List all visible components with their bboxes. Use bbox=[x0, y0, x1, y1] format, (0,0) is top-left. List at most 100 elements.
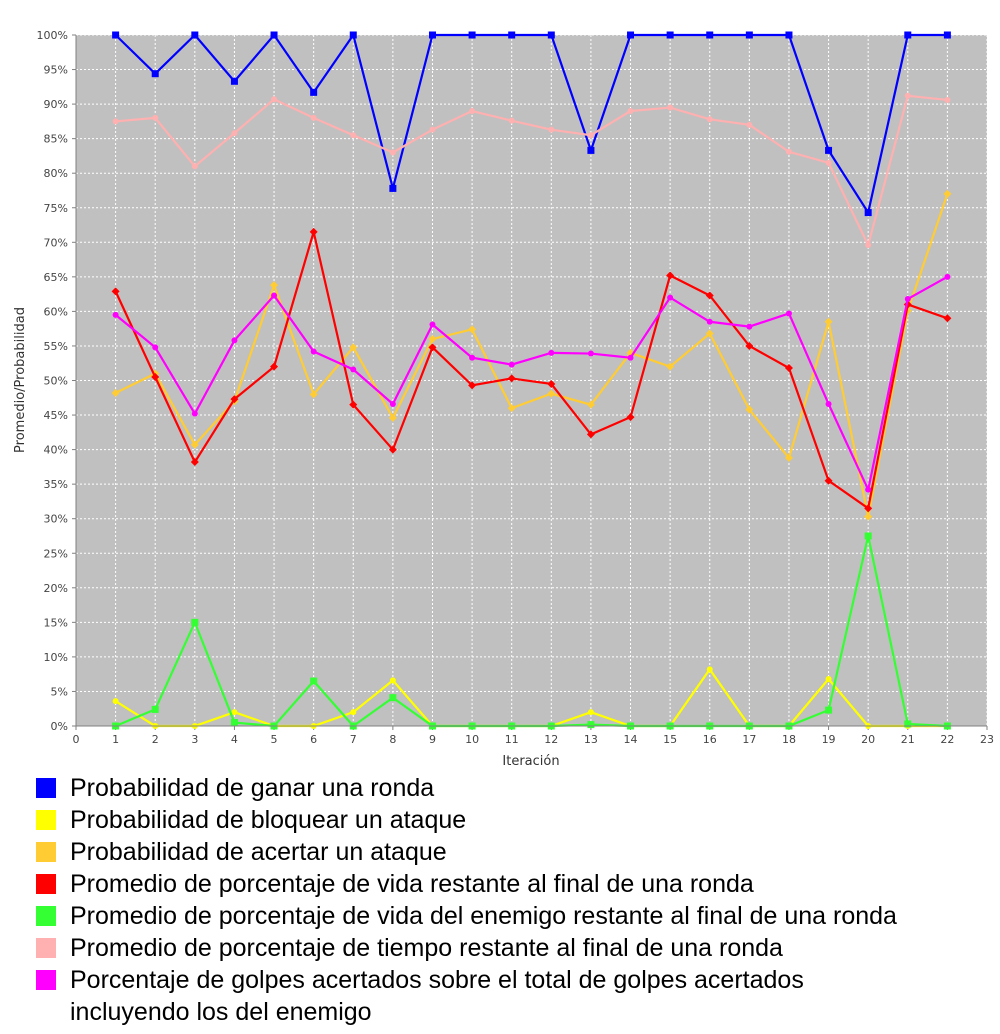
data-point bbox=[705, 329, 714, 338]
data-point bbox=[825, 676, 832, 683]
legend-item: Promedio de porcentaje de vida del enemi… bbox=[36, 900, 996, 932]
data-point bbox=[151, 705, 159, 713]
axis-ticks: 0% 5% 10% 15% 20% 25% 30% 35% 40% 45% 50% 55% 60% 65%… bbox=[37, 29, 994, 746]
data-point bbox=[586, 400, 595, 409]
data-point bbox=[627, 108, 634, 115]
x-tick-label: 10 bbox=[465, 733, 479, 746]
legend-label: Promedio de porcentaje de vida del enemi… bbox=[70, 902, 897, 930]
y-tick-label: 20% bbox=[44, 582, 68, 595]
data-point bbox=[428, 31, 436, 39]
data-point bbox=[825, 159, 832, 166]
data-point bbox=[428, 343, 437, 352]
y-tick-label: 25% bbox=[44, 547, 68, 560]
series-7 bbox=[112, 273, 951, 494]
data-point bbox=[270, 31, 278, 39]
chart-legend: Probabilidad de ganar una ronda Probabili… bbox=[36, 772, 996, 1028]
y-tick-label: 80% bbox=[44, 167, 68, 180]
data-point bbox=[112, 311, 119, 318]
data-point bbox=[865, 486, 872, 493]
data-point bbox=[706, 318, 713, 325]
x-tick-label: 11 bbox=[505, 733, 519, 746]
data-point bbox=[429, 321, 436, 328]
data-point bbox=[230, 719, 238, 727]
data-point bbox=[943, 189, 952, 198]
data-point bbox=[469, 108, 476, 115]
data-point bbox=[626, 413, 635, 422]
data-point bbox=[587, 146, 595, 154]
data-point bbox=[310, 677, 318, 685]
data-point bbox=[507, 404, 516, 413]
x-tick-label: 20 bbox=[861, 733, 875, 746]
legend-swatch bbox=[36, 970, 56, 990]
series-lines bbox=[111, 31, 952, 730]
legend-swatch bbox=[36, 906, 56, 926]
data-point bbox=[705, 291, 714, 300]
data-point bbox=[231, 709, 238, 716]
x-axis-label: Iteración bbox=[502, 754, 559, 769]
data-point bbox=[428, 335, 437, 344]
data-point bbox=[824, 476, 833, 485]
data-point bbox=[587, 721, 595, 729]
x-tick-label: 21 bbox=[901, 733, 915, 746]
x-tick-label: 16 bbox=[703, 733, 717, 746]
legend-swatch bbox=[36, 810, 56, 830]
data-point bbox=[785, 148, 792, 155]
series-line bbox=[114, 275, 948, 494]
x-tick-label: 14 bbox=[624, 733, 638, 746]
y-tick-label: 95% bbox=[44, 64, 68, 77]
data-point bbox=[586, 430, 595, 439]
x-tick-label: 23 bbox=[980, 733, 994, 746]
data-point bbox=[310, 114, 317, 121]
data-point bbox=[151, 373, 160, 382]
data-point bbox=[152, 344, 159, 351]
data-point bbox=[350, 366, 357, 373]
x-tick-label: 13 bbox=[584, 733, 598, 746]
data-point bbox=[587, 350, 594, 357]
data-point bbox=[389, 677, 396, 684]
data-point bbox=[191, 410, 198, 417]
x-tick-label: 3 bbox=[191, 733, 198, 746]
data-point bbox=[864, 512, 873, 521]
legend-label: Promedio de porcentaje de tiempo restant… bbox=[70, 934, 783, 962]
data-point bbox=[904, 92, 911, 99]
data-point bbox=[349, 400, 358, 409]
data-point bbox=[191, 31, 199, 39]
data-point bbox=[389, 184, 397, 192]
data-point bbox=[468, 31, 476, 39]
data-point bbox=[745, 31, 753, 39]
y-tick-label: 45% bbox=[44, 409, 68, 422]
data-point bbox=[190, 440, 199, 449]
data-point bbox=[706, 116, 713, 123]
data-point bbox=[904, 720, 912, 728]
x-tick-label: 6 bbox=[310, 733, 317, 746]
series-line bbox=[114, 227, 948, 511]
data-point bbox=[547, 31, 555, 39]
y-tick-label: 15% bbox=[44, 616, 68, 629]
legend-swatch bbox=[36, 874, 56, 894]
y-tick-label: 55% bbox=[44, 340, 68, 353]
data-point bbox=[231, 130, 238, 137]
legend-label: Probabilidad de bloquear un ataque bbox=[70, 806, 467, 834]
data-point bbox=[667, 294, 674, 301]
data-point bbox=[388, 413, 397, 422]
legend-label: Promedio de porcentaje de vida restante … bbox=[70, 870, 754, 898]
series-line bbox=[114, 32, 948, 216]
data-point bbox=[547, 389, 556, 398]
data-point bbox=[469, 354, 476, 361]
data-point bbox=[231, 337, 238, 344]
data-point bbox=[627, 354, 634, 361]
y-tick-label: 90% bbox=[44, 98, 68, 111]
data-point bbox=[548, 126, 555, 133]
data-point bbox=[271, 96, 278, 103]
y-tick-label: 60% bbox=[44, 305, 68, 318]
data-point bbox=[152, 114, 159, 121]
data-point bbox=[112, 31, 120, 39]
legend-swatch bbox=[36, 842, 56, 862]
series-6 bbox=[112, 92, 951, 249]
data-point bbox=[191, 163, 198, 170]
y-axis-label: Promedio/Probabilidad bbox=[13, 307, 28, 453]
legend-item: Probabilidad de bloquear un ataque bbox=[36, 804, 996, 836]
data-point bbox=[904, 31, 912, 39]
data-point bbox=[230, 77, 238, 85]
data-point bbox=[865, 242, 872, 249]
